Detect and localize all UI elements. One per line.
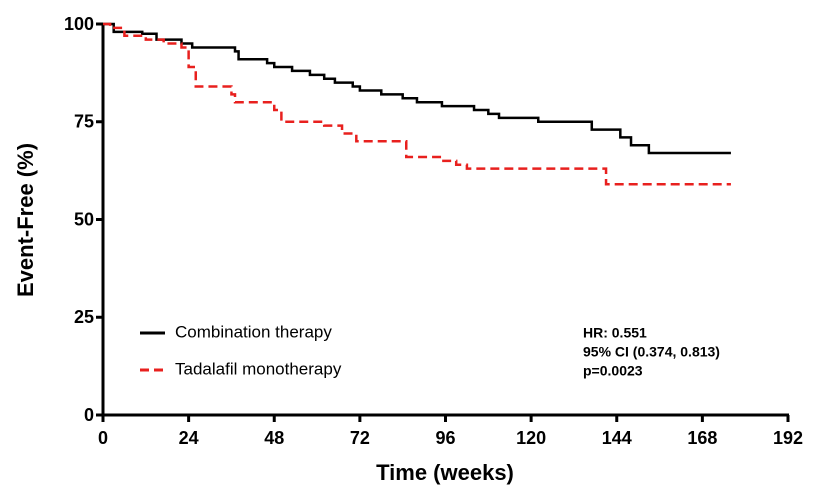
y-axis-title: Event-Free (%): [13, 143, 38, 297]
y-tick-label: 50: [74, 209, 94, 229]
x-tick-label: 24: [179, 428, 199, 448]
x-tick-label: 48: [264, 428, 284, 448]
x-tick-label: 144: [602, 428, 632, 448]
y-tick-label: 100: [64, 14, 94, 34]
y-tick-label: 25: [74, 307, 94, 327]
annotation: 95% CI (0.374, 0.813): [583, 344, 720, 360]
y-tick-label: 75: [74, 112, 94, 132]
annotation: HR: 0.551: [583, 325, 647, 341]
survival-curve: [103, 22, 731, 155]
y-tick-label: 0: [84, 405, 94, 425]
legend-label: Tadalafil monotherapy: [175, 359, 342, 378]
x-axis-title: Time (weeks): [376, 460, 514, 485]
x-tick-label: 72: [350, 428, 370, 448]
x-tick-label: 120: [516, 428, 546, 448]
survival-curve: [103, 22, 731, 186]
x-tick-label: 0: [98, 428, 108, 448]
x-tick-label: 168: [687, 428, 717, 448]
legend-label: Combination therapy: [175, 322, 332, 341]
x-tick-label: 96: [435, 428, 455, 448]
x-tick-label: 192: [773, 428, 803, 448]
annotation: p=0.0023: [583, 363, 643, 379]
